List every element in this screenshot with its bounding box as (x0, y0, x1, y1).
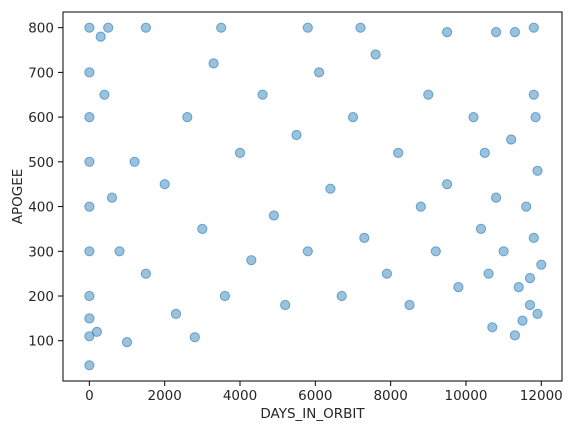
x-tick-label: 2000 (148, 388, 182, 404)
y-axis-label: APOGEE (10, 169, 26, 225)
data-point (95, 31, 106, 42)
data-point (517, 315, 528, 326)
data-point (442, 26, 453, 38)
x-tick-label: 12000 (520, 388, 563, 404)
data-point (197, 223, 208, 234)
data-point (84, 112, 95, 123)
data-point (528, 22, 539, 33)
x-tick-label: 10000 (444, 388, 487, 404)
data-point (257, 89, 268, 100)
x-tick-label: 8000 (373, 388, 407, 404)
data-point (530, 112, 541, 123)
data-point (524, 273, 536, 284)
data-point (453, 282, 464, 293)
data-point (84, 22, 95, 33)
data-point (370, 49, 381, 60)
data-point (106, 192, 118, 203)
data-point (121, 337, 133, 348)
data-point (506, 134, 517, 145)
data-point (314, 67, 325, 78)
data-point (219, 290, 230, 302)
data-point (84, 360, 95, 371)
data-point (479, 147, 490, 158)
y-tick-label: 300 (28, 244, 54, 260)
data-point (423, 89, 434, 100)
data-point (355, 22, 366, 33)
data-points (84, 22, 547, 371)
y-tick-label: 600 (28, 110, 54, 126)
data-point (532, 308, 543, 319)
data-point (84, 201, 95, 212)
y-tick-label: 200 (28, 289, 54, 305)
data-point (468, 112, 479, 123)
x-tick-label: 0 (85, 388, 94, 404)
data-point (302, 246, 313, 257)
data-point (246, 255, 257, 266)
data-point (498, 246, 509, 257)
data-point (268, 210, 279, 221)
data-point (430, 246, 441, 257)
data-point (487, 322, 498, 333)
data-point (84, 156, 95, 167)
data-point (103, 22, 114, 33)
data-point (129, 156, 140, 167)
data-point (509, 330, 521, 341)
data-point (521, 201, 532, 212)
data-point (336, 290, 347, 302)
data-point (491, 192, 502, 203)
data-point (475, 223, 487, 234)
data-point (140, 268, 151, 279)
data-point (442, 179, 453, 190)
data-point (381, 268, 392, 279)
y-tick-label: 500 (28, 155, 54, 171)
data-point (84, 313, 95, 324)
data-point (280, 299, 291, 311)
data-point (84, 67, 95, 78)
y-tick-label: 100 (28, 334, 54, 350)
y-tick-label: 800 (28, 21, 54, 37)
data-point (536, 259, 547, 270)
data-point (84, 331, 95, 342)
data-point (140, 22, 151, 33)
x-axis-label: DAYS_IN_ORBIT (260, 406, 365, 422)
data-point (84, 290, 95, 302)
data-point (99, 89, 110, 100)
data-point (114, 246, 125, 257)
data-point (483, 268, 494, 279)
data-point (513, 282, 524, 293)
data-point (491, 26, 502, 38)
data-point (509, 26, 521, 38)
data-point (84, 246, 95, 257)
data-point (524, 299, 536, 311)
data-point (182, 112, 193, 123)
data-point (415, 201, 426, 212)
data-point (216, 22, 227, 33)
data-point (302, 22, 313, 33)
data-point (159, 179, 170, 190)
x-axis-ticks: 0 2000 4000 6000 8000 10000 12000 (85, 381, 563, 404)
data-point (359, 232, 370, 243)
x-tick-label: 6000 (298, 388, 332, 404)
plot-frame (62, 11, 563, 382)
data-point (347, 112, 359, 123)
data-point (532, 165, 543, 176)
data-point (528, 89, 539, 100)
data-point (208, 58, 219, 69)
data-point (189, 332, 200, 343)
y-axis-ticks: 100 200 300 400 500 600 700 800 (28, 21, 63, 350)
data-point (291, 129, 302, 141)
data-point (393, 147, 404, 158)
y-tick-label: 400 (28, 200, 54, 216)
data-point (91, 326, 103, 337)
data-point (234, 147, 246, 158)
x-tick-label: 4000 (223, 388, 257, 404)
y-tick-label: 700 (28, 65, 54, 81)
data-point (404, 299, 415, 311)
data-point (325, 183, 336, 194)
data-point (170, 308, 182, 319)
data-point (528, 232, 539, 243)
